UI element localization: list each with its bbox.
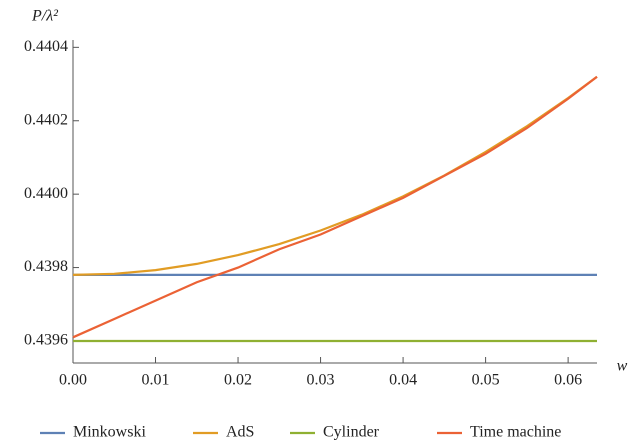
series-line — [72, 75, 598, 277]
x-axis-label: w — [617, 358, 628, 375]
y-tick-label: 0.4396 — [24, 332, 68, 349]
y-tick-label: 0.4402 — [24, 111, 68, 128]
x-tick-label: 0.06 — [554, 372, 582, 389]
x-tick-label: 0.03 — [307, 372, 335, 389]
x-tick-label: 0.02 — [224, 372, 252, 389]
legend-label: Minkowski — [73, 424, 146, 441]
legend-label: Cylinder — [323, 424, 380, 441]
legend-label: AdS — [226, 424, 254, 441]
y-axis-label: P/λ² — [31, 8, 59, 25]
x-tick-label: 0.05 — [472, 372, 500, 389]
y-tick-label: 0.4400 — [24, 185, 68, 202]
x-tick-label: 0.01 — [142, 372, 170, 389]
y-tick-label: 0.4404 — [24, 38, 68, 55]
series-line — [72, 75, 598, 339]
y-tick-label: 0.4398 — [24, 258, 68, 275]
x-tick-label: 0.00 — [59, 372, 87, 389]
x-tick-label: 0.04 — [389, 372, 417, 389]
legend-label: Time machine — [470, 424, 561, 441]
